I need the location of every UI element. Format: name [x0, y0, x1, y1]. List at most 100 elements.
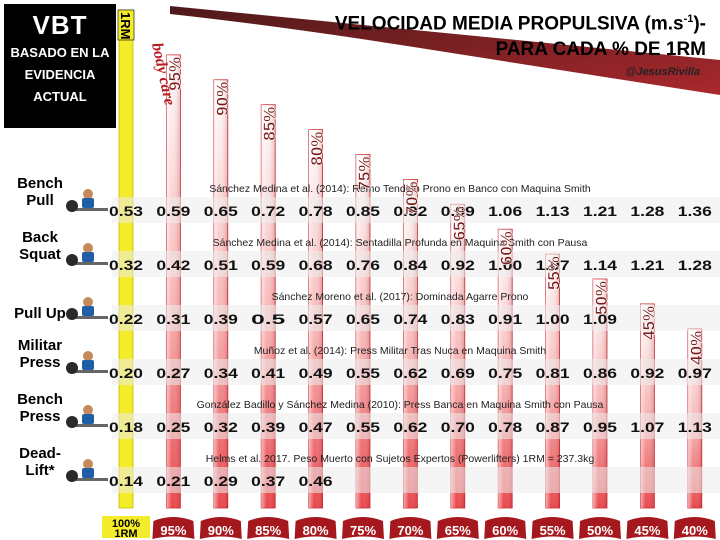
exercise-label: Dead- [19, 445, 61, 462]
row-band [112, 305, 720, 331]
exercise-icon [66, 405, 108, 428]
bottom-1rm-line2: 1RM [114, 528, 137, 540]
athlete-shirt-icon [82, 468, 94, 478]
value-cell: 0.22 [109, 311, 143, 327]
value-cell: 0.84 [393, 257, 427, 273]
athlete-icon [83, 459, 93, 469]
row-source: Muñoz et al. (2014): Press Militar Tras … [254, 345, 547, 357]
top-pct-label: 50% [592, 281, 611, 315]
vbt-subtitle-1: BASADO EN LA [10, 45, 110, 60]
bottom-badge [342, 517, 384, 539]
value-cell: 0.59 [251, 257, 285, 273]
bar-shading [166, 54, 181, 509]
athlete-icon [83, 405, 93, 415]
value-cell: 0.27 [156, 365, 190, 381]
value-cell: 0.41 [251, 365, 285, 381]
top-pct-label: 75% [355, 157, 374, 191]
top-pct-label: 80% [308, 132, 327, 166]
exercise-icon [66, 189, 108, 212]
plate-icon [66, 254, 78, 266]
athlete-shirt-icon [82, 360, 94, 370]
top-pct-label: 90% [213, 82, 232, 116]
value-cell: 0.32 [109, 257, 143, 273]
value-cell: 0.78 [299, 203, 333, 219]
value-cell: 1.21 [630, 257, 664, 273]
athlete-shirt-icon [82, 252, 94, 262]
value-cell: 0.70 [441, 419, 475, 435]
bottom-pct-label: 65% [445, 523, 471, 538]
athlete-shirt-icon [82, 306, 94, 316]
bottom-1rm-line1: 100% [112, 518, 140, 530]
value-cell: 0.92 [441, 257, 475, 273]
value-cell: 0.21 [156, 473, 190, 489]
value-cell: 1.36 [678, 203, 712, 219]
value-cell: 0.20 [109, 365, 143, 381]
value-cell: 0.75 [488, 365, 522, 381]
bottom-badge [152, 517, 195, 539]
row-source: Sánchez Medina et al. (2014): Remo Tendi… [209, 183, 591, 195]
title-line-2: PARA CADA % DE 1RM [495, 39, 706, 61]
value-cell: 0.5 [251, 311, 285, 327]
top-label-1rm-bg [117, 9, 135, 41]
value-cell: 0.55 [346, 419, 380, 435]
decorative-slash [170, 6, 720, 95]
exercise-icon [66, 459, 108, 482]
bottom-1rm-bg [102, 516, 150, 538]
value-cell: 0.53 [109, 203, 143, 219]
bottom-pct-label: 75% [350, 523, 376, 538]
bar-shading [640, 303, 655, 508]
row-source: Helms et al. 2017. Peso Muerto con Sujet… [206, 453, 595, 465]
value-cell: 0.83 [441, 311, 475, 327]
bottom-pct-label: 85% [255, 523, 281, 538]
value-cell: 0.69 [441, 365, 475, 381]
bottom-pct-label: 45% [634, 523, 660, 538]
value-cell: 0.39 [251, 419, 285, 435]
bottom-pct-label: 80% [303, 523, 329, 538]
value-cell: 0.31 [156, 311, 190, 327]
bar-shading [593, 279, 607, 508]
athlete-icon [83, 297, 93, 307]
value-cell: 0.47 [299, 419, 333, 435]
exercise-label: Squat [19, 246, 61, 263]
top-pct-label: 40% [687, 331, 706, 365]
value-cell: 0.85 [346, 203, 380, 219]
bottom-badge [294, 517, 337, 539]
value-cell: 1.28 [630, 203, 664, 219]
exercise-label: Bench [17, 391, 63, 408]
bottom-pct-label: 40% [682, 523, 708, 538]
value-cell: 0.92 [630, 365, 664, 381]
value-cell: 0.78 [488, 419, 522, 435]
bench-icon [68, 316, 108, 319]
top-pct-label: 60% [497, 231, 516, 265]
exercise-label: Pull Up [14, 305, 66, 322]
value-cell: 0.86 [583, 365, 617, 381]
row-source: Sánchez Medina et al. (2014): Sentadilla… [213, 237, 588, 249]
value-cell: 0.55 [346, 365, 380, 381]
exercise-label: Militar [18, 337, 62, 354]
exercise-label: Back [22, 229, 59, 246]
value-cell: 0.29 [204, 473, 238, 489]
value-cell: 1.09 [583, 311, 617, 327]
bottom-pct-label: 95% [160, 523, 186, 538]
value-cell: 0.74 [393, 311, 427, 327]
top-pct-label: 85% [260, 107, 279, 141]
title-superscript: -1 [683, 13, 694, 25]
value-cell: 0.72 [251, 203, 285, 219]
value-cell: 0.62 [393, 419, 427, 435]
bottom-pct-label: 60% [492, 523, 518, 538]
bottom-pct-label: 50% [587, 523, 613, 538]
exercise-label: Press [20, 408, 61, 425]
value-cell: 1.07 [630, 419, 664, 435]
bottom-badge [531, 517, 574, 539]
athlete-shirt-icon [82, 198, 94, 208]
top-pct-label: 55% [545, 256, 564, 290]
value-cell: 1.13 [536, 203, 570, 219]
value-cell: 0.62 [393, 365, 427, 381]
athlete-icon [83, 243, 93, 253]
row-band [112, 197, 720, 223]
bottom-badge [626, 517, 669, 539]
value-cell: 0.92 [393, 203, 427, 219]
bench-icon [68, 478, 108, 481]
bottom-badge [484, 517, 527, 539]
